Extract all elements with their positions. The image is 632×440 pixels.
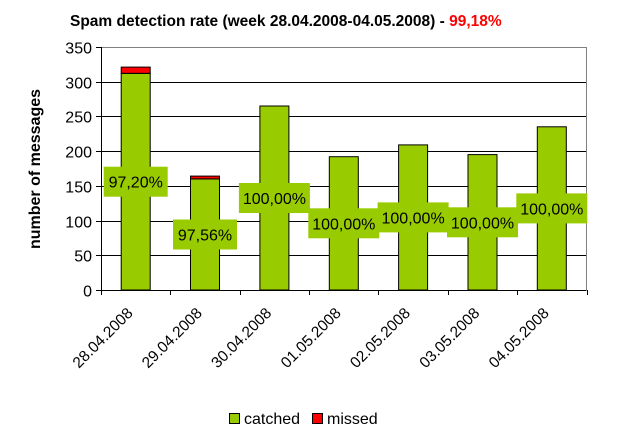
y-tick-label: 200 xyxy=(65,145,92,162)
data-label: 100,00% xyxy=(520,201,583,218)
y-tick-label: 250 xyxy=(65,110,92,127)
axes xyxy=(96,47,588,295)
data-label-box xyxy=(308,208,380,239)
data-label: 97,56% xyxy=(178,228,232,245)
y-tick-label: 0 xyxy=(83,284,92,301)
x-tick-label: 04.05.2008 xyxy=(486,305,553,372)
legend-swatch-catched xyxy=(229,413,240,424)
bars xyxy=(120,66,567,291)
legend-swatch-missed xyxy=(312,413,323,424)
y-tick-label: 150 xyxy=(65,180,92,197)
data-label: 100,00% xyxy=(243,191,306,208)
data-labels: 97,20% 97,56% 100,00% 100,00% 100,00% 100,00%… xyxy=(103,166,588,250)
bar-missed xyxy=(120,66,151,74)
data-label: 97,20% xyxy=(109,175,163,192)
x-tick-label: 03.05.2008 xyxy=(416,305,483,372)
data-label-box xyxy=(103,166,168,197)
y-tick-labels: 0 50 100 150 200 250 300 350 xyxy=(65,41,92,301)
data-label-box xyxy=(377,202,449,233)
y-tick-label: 350 xyxy=(65,41,92,58)
data-label-box xyxy=(447,207,518,238)
legend-label-catched: catched xyxy=(244,411,300,428)
x-tick-label: 29.04.2008 xyxy=(139,305,206,372)
y-axis-label: number of messages xyxy=(27,89,44,249)
data-label-box xyxy=(516,193,588,224)
x-tick-label: 02.05.2008 xyxy=(347,305,414,372)
y-tick-label: 50 xyxy=(74,249,92,266)
data-label: 100,00% xyxy=(312,216,375,233)
bar-missed xyxy=(190,175,220,180)
data-label-box xyxy=(238,183,310,213)
x-tick-label: 30.04.2008 xyxy=(208,305,275,372)
chart-title: Spam detection rate (week 28.04.2008-04.… xyxy=(70,13,502,30)
x-tick-label: 01.05.2008 xyxy=(278,305,345,372)
data-label: 100,00% xyxy=(382,210,445,227)
y-tick-label: 300 xyxy=(65,76,92,93)
x-tick-labels: 28.04.2008 29.04.2008 30.04.2008 01.05.2008… xyxy=(70,305,553,372)
chart-title-highlight: 99,18% xyxy=(449,13,502,30)
legend: catched missed xyxy=(229,411,378,428)
chart-title-text: Spam detection rate (week 28.04.2008-04.… xyxy=(70,13,449,30)
legend-label-missed: missed xyxy=(327,411,378,428)
y-tick-label: 100 xyxy=(65,215,92,232)
data-label-box xyxy=(173,219,237,250)
data-label: 100,00% xyxy=(451,215,514,232)
x-tick-label: 28.04.2008 xyxy=(70,305,137,372)
